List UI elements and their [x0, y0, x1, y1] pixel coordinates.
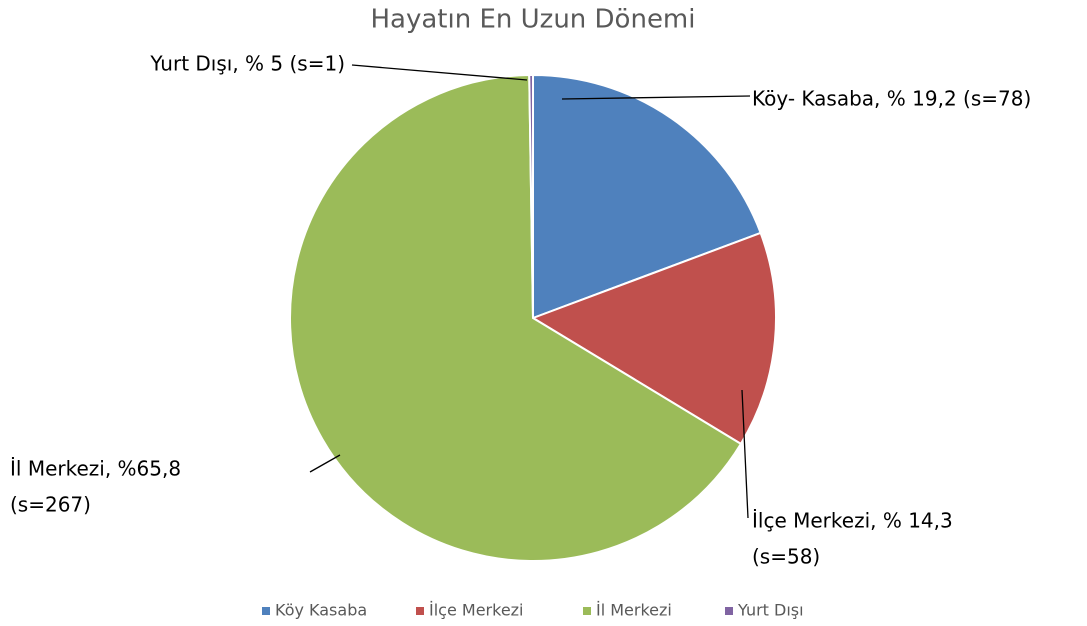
- pie-slice: [289, 74, 743, 562]
- legend-label: İlçe Merkezi: [429, 601, 524, 620]
- chart-title: Hayatın En Uzun Dönemi: [371, 5, 696, 35]
- data-label: (s=267): [10, 493, 91, 517]
- leader-line: [351, 64, 528, 81]
- pie-slice: [530, 231, 777, 446]
- pie-slice: [532, 73, 762, 320]
- legend-label: Köy Kasaba: [275, 601, 367, 620]
- legend-label: Yurt Dışı: [737, 601, 804, 620]
- data-label: İlçe Merkezi, % 14,3: [752, 509, 953, 533]
- legend-swatch: [262, 607, 270, 615]
- legend-swatch: [725, 607, 733, 615]
- leader-line: [741, 389, 749, 519]
- legend-swatch: [583, 607, 591, 615]
- data-label: İl Merkezi, %65,8: [10, 457, 181, 481]
- pie-slice: [528, 73, 534, 319]
- legend-swatch: [416, 607, 424, 615]
- legend-label: İl Merkezi: [596, 601, 672, 620]
- data-label: Köy- Kasaba, % 19,2 (s=78): [752, 87, 1031, 111]
- leader-line: [561, 95, 751, 100]
- leader-line: [309, 454, 341, 473]
- data-label: (s=58): [752, 545, 820, 569]
- data-label: Yurt Dışı, % 5 (s=1): [149, 52, 345, 76]
